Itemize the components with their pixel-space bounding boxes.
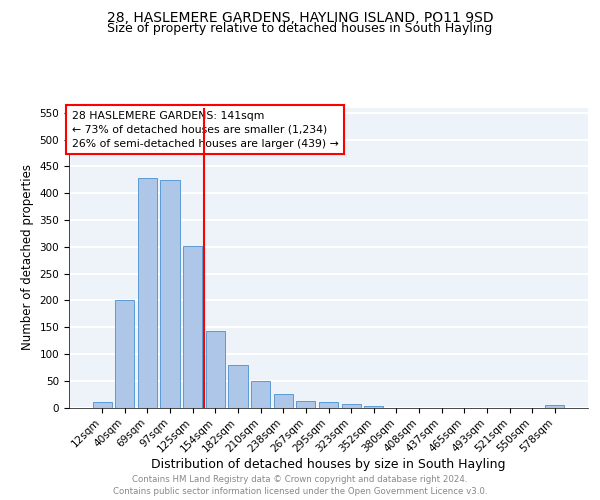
- Bar: [183, 246, 202, 408]
- Bar: [341, 404, 361, 407]
- Bar: [319, 402, 338, 407]
- Y-axis label: Number of detached properties: Number of detached properties: [21, 164, 34, 350]
- Bar: [160, 180, 180, 408]
- Bar: [364, 406, 383, 407]
- Bar: [229, 364, 248, 408]
- Bar: [138, 178, 157, 408]
- Bar: [92, 402, 112, 407]
- Text: 28 HASLEMERE GARDENS: 141sqm
← 73% of detached houses are smaller (1,234)
26% of: 28 HASLEMERE GARDENS: 141sqm ← 73% of de…: [71, 110, 338, 148]
- Bar: [251, 380, 270, 407]
- Text: Contains HM Land Registry data © Crown copyright and database right 2024.
Contai: Contains HM Land Registry data © Crown c…: [113, 475, 487, 496]
- Bar: [296, 400, 316, 407]
- Bar: [206, 331, 225, 407]
- Bar: [115, 300, 134, 408]
- X-axis label: Distribution of detached houses by size in South Hayling: Distribution of detached houses by size …: [151, 458, 506, 471]
- Bar: [545, 406, 565, 407]
- Bar: [274, 394, 293, 407]
- Text: 28, HASLEMERE GARDENS, HAYLING ISLAND, PO11 9SD: 28, HASLEMERE GARDENS, HAYLING ISLAND, P…: [107, 11, 493, 25]
- Text: Size of property relative to detached houses in South Hayling: Size of property relative to detached ho…: [107, 22, 493, 35]
